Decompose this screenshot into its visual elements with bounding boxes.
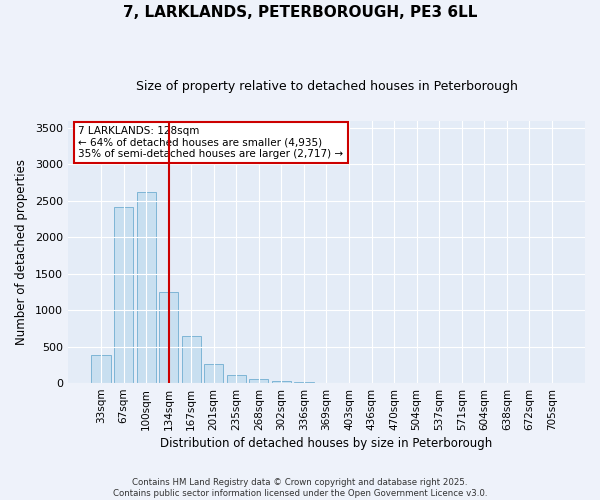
Bar xyxy=(114,206,133,383)
Bar xyxy=(249,379,268,383)
Text: Contains HM Land Registry data © Crown copyright and database right 2025.
Contai: Contains HM Land Registry data © Crown c… xyxy=(113,478,487,498)
Y-axis label: Number of detached properties: Number of detached properties xyxy=(15,159,28,345)
Bar xyxy=(137,192,155,383)
Bar xyxy=(159,292,178,383)
Text: 7, LARKLANDS, PETERBOROUGH, PE3 6LL: 7, LARKLANDS, PETERBOROUGH, PE3 6LL xyxy=(123,5,477,20)
Bar xyxy=(272,381,291,383)
Text: 7 LARKLANDS: 128sqm
← 64% of detached houses are smaller (4,935)
35% of semi-det: 7 LARKLANDS: 128sqm ← 64% of detached ho… xyxy=(78,126,343,159)
Bar xyxy=(91,354,110,383)
X-axis label: Distribution of detached houses by size in Peterborough: Distribution of detached houses by size … xyxy=(160,437,493,450)
Title: Size of property relative to detached houses in Peterborough: Size of property relative to detached ho… xyxy=(136,80,517,93)
Bar xyxy=(182,336,201,383)
Bar xyxy=(227,375,246,383)
Bar xyxy=(204,364,223,383)
Bar xyxy=(295,382,314,383)
